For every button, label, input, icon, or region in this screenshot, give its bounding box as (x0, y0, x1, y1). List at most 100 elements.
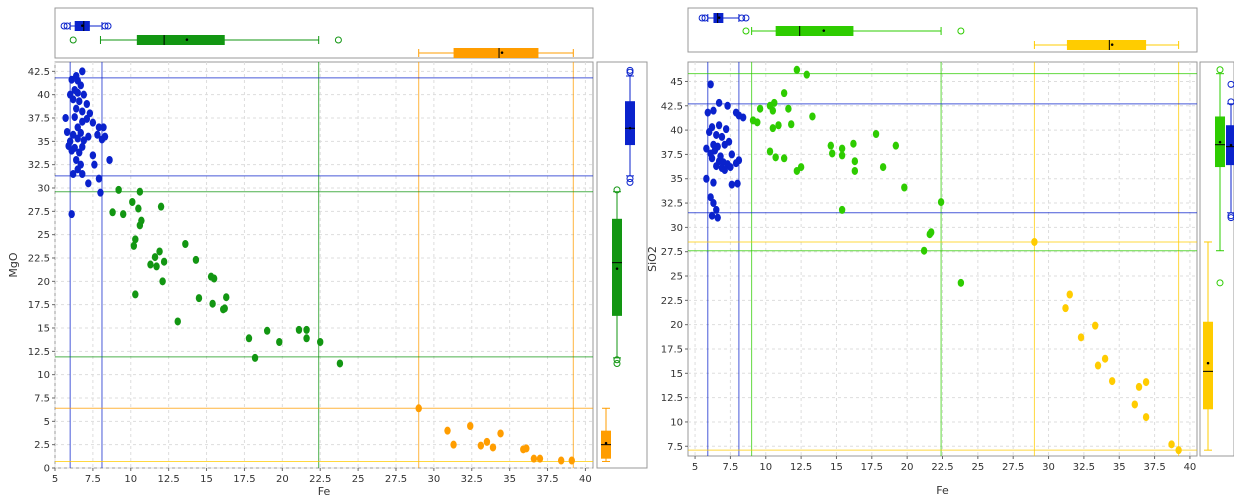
data-point (97, 188, 104, 197)
right-box-outlier (626, 68, 634, 76)
right-box-mean-marker: • (614, 265, 619, 275)
data-point (735, 156, 743, 165)
data-point (721, 165, 728, 174)
data-point (151, 253, 159, 262)
data-point (130, 241, 138, 250)
data-point (467, 422, 474, 430)
chart-panel-1: 5 7.5 10 12.5 15 17.5 20 22.5 25 27.5 30 32.5 35 37.5… (646, 7, 1234, 497)
y-tick-label: 42.5 (661, 101, 683, 112)
data-point (174, 317, 181, 326)
x-tick-label: 32.5 (1073, 462, 1095, 473)
x-tick-label: 22.5 (309, 474, 331, 485)
data-point (73, 104, 80, 113)
data-point (119, 210, 127, 219)
y-tick-label: 32.5 (661, 199, 683, 210)
data-point (715, 98, 723, 107)
y-tick-label: 7.5 (667, 442, 683, 453)
data-point (851, 166, 859, 175)
top-box-outlier (742, 27, 750, 35)
data-point (444, 426, 451, 435)
data-point (86, 109, 94, 118)
data-point (727, 163, 734, 172)
data-point (707, 80, 714, 89)
data-point (793, 166, 801, 175)
x-tick-label: 12.5 (158, 474, 180, 485)
data-point (851, 157, 859, 166)
x-tick-label: 10 (759, 462, 772, 473)
data-point (1168, 440, 1175, 449)
data-point (85, 179, 92, 188)
data-point (89, 118, 97, 127)
data-point (1031, 237, 1038, 246)
data-point (129, 198, 136, 206)
data-point (957, 278, 965, 287)
data-point (827, 141, 835, 150)
data-point (1142, 413, 1150, 422)
data-point (497, 429, 504, 438)
data-point (703, 174, 710, 183)
scatter-points (703, 65, 1182, 455)
y-tick-label: 22.5 (661, 296, 683, 307)
data-point (536, 454, 544, 463)
data-point (160, 257, 168, 266)
right-box-mean-marker: • (1228, 142, 1233, 152)
x-tick-label: 32.5 (461, 474, 483, 485)
data-point (1077, 333, 1085, 342)
right-box-outlier (613, 356, 621, 364)
data-point (317, 338, 324, 346)
x-tick-label: 27.5 (1002, 462, 1024, 473)
data-point (83, 114, 91, 123)
data-point (245, 334, 253, 343)
data-point (71, 113, 78, 122)
data-point (850, 139, 857, 148)
data-point (530, 454, 538, 463)
right-box (1203, 321, 1213, 410)
data-point (1142, 378, 1150, 387)
data-point (79, 142, 86, 151)
data-point (336, 359, 344, 368)
x-tick-label: 15 (200, 474, 213, 485)
x-axis-label: Fe (936, 484, 949, 497)
data-point (276, 338, 283, 346)
data-point (77, 128, 84, 137)
data-point (872, 129, 880, 138)
data-point (76, 97, 83, 106)
right-box-mean-marker: • (627, 124, 632, 134)
data-point (63, 128, 71, 136)
data-point (69, 170, 77, 178)
top-box-outlier (60, 22, 68, 30)
y-tick-label: 30 (670, 223, 683, 234)
data-point (95, 123, 103, 132)
top-box (1066, 40, 1147, 50)
y-axis-label: MgO (7, 252, 20, 277)
data-point (295, 325, 303, 334)
data-point (251, 353, 259, 362)
y-tick-label: 30 (37, 184, 50, 195)
x-tick-label: 25 (352, 474, 365, 485)
data-point (710, 178, 717, 187)
data-point (68, 210, 75, 219)
data-point (483, 437, 491, 446)
data-point (793, 65, 801, 74)
top-box-mean-marker: • (184, 36, 189, 46)
right-box-outlier (626, 66, 634, 74)
top-box-mean-marker: • (80, 22, 85, 32)
data-point (707, 193, 714, 202)
data-point (809, 112, 816, 121)
top-box-outlier (63, 22, 71, 30)
top-box-outlier (69, 36, 77, 44)
data-point (85, 132, 92, 141)
data-point (722, 125, 730, 134)
right-box-outlier (626, 175, 634, 183)
data-point (785, 104, 792, 113)
y-tick-label: 40 (37, 90, 50, 101)
x-axis-label: Fe (318, 485, 331, 498)
top-box (74, 21, 90, 31)
data-point (892, 141, 900, 150)
y-axis-label: SiO2 (646, 246, 659, 272)
x-tick-label: 12.5 (790, 462, 812, 473)
y-tick-label: 32.5 (28, 160, 50, 171)
x-tick-label: 7.5 (722, 462, 738, 473)
data-point (1175, 446, 1182, 455)
data-point (450, 440, 457, 449)
